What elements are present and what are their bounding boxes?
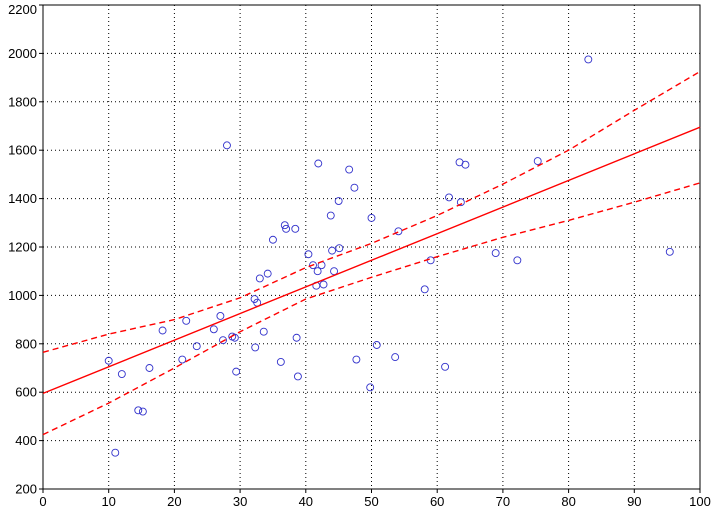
x-tick-label: 40 — [299, 494, 313, 509]
data-point — [209, 325, 218, 334]
data-point — [461, 160, 470, 169]
data-point — [269, 235, 277, 244]
grid — [42, 4, 701, 490]
data-point — [313, 267, 322, 276]
x-tick-label: 50 — [364, 494, 378, 509]
x-tick-label: 10 — [101, 494, 115, 509]
data-point — [178, 355, 187, 364]
data-point — [111, 448, 120, 457]
x-tick-label: 70 — [496, 494, 510, 509]
data-point — [134, 406, 143, 415]
y-tick-label: 800 — [15, 336, 37, 351]
data-point — [319, 280, 328, 289]
data-point — [259, 327, 268, 336]
data-point — [216, 312, 225, 320]
data-point — [282, 224, 291, 233]
plot-area — [42, 55, 701, 457]
data-point — [345, 165, 354, 174]
data-point — [335, 244, 344, 253]
y-tick-label: 1200 — [8, 240, 37, 255]
data-point — [367, 214, 376, 222]
x-tick-label: 30 — [233, 494, 247, 509]
data-point — [366, 383, 375, 392]
data-point — [350, 183, 359, 192]
data-point — [291, 224, 300, 233]
data-point — [441, 362, 450, 371]
x-tick-label: 60 — [430, 494, 444, 509]
x-tick-label: 20 — [167, 494, 181, 509]
data-point — [251, 343, 260, 352]
data-point — [145, 364, 154, 372]
data-point — [309, 261, 317, 270]
y-tick-label: 600 — [15, 385, 37, 400]
data-point — [276, 358, 285, 366]
y-tick-label: 1000 — [8, 288, 37, 303]
confidence-band-line — [42, 182, 701, 436]
data-point — [223, 141, 231, 150]
data-point — [352, 355, 361, 364]
y-tick-label: 1600 — [8, 143, 37, 158]
y-tick-label: 2200 — [8, 2, 37, 17]
data-point — [330, 267, 339, 276]
data-point — [665, 247, 674, 256]
data-point — [280, 221, 289, 230]
x-tick-label: 0 — [39, 494, 46, 509]
data-point — [326, 211, 335, 220]
x-tick-label: 90 — [627, 494, 641, 509]
data-point — [328, 246, 337, 255]
data-point — [182, 316, 191, 325]
data-point — [445, 193, 453, 202]
y-tick-label: 1400 — [8, 191, 37, 206]
data-point — [456, 198, 465, 207]
y-tick-label: 2000 — [8, 46, 37, 61]
data-point — [304, 250, 313, 259]
data-point — [491, 249, 500, 258]
data-point — [230, 333, 239, 342]
x-tick-label: 80 — [561, 494, 575, 509]
x-tick-label: 100 — [689, 494, 711, 509]
regression-line — [42, 126, 701, 395]
data-point — [394, 227, 403, 236]
data-point — [513, 256, 522, 265]
data-point — [391, 353, 400, 362]
data-point — [219, 336, 227, 345]
tick-labels: 0 10 20 30 40 50 60 70 80 90 100 200 400 600 800 1000 12… — [8, 2, 711, 509]
data-point — [158, 326, 167, 335]
y-tick-label: 200 — [15, 482, 37, 497]
data-point — [292, 333, 301, 342]
data-point — [104, 356, 113, 365]
y-tick-label: 1800 — [8, 94, 37, 109]
y-tick-label: 400 — [15, 433, 37, 448]
data-point — [314, 159, 323, 168]
data-point — [255, 274, 264, 283]
data-point — [420, 285, 429, 294]
data-point — [117, 370, 126, 378]
data-point — [533, 157, 542, 166]
data-point — [263, 269, 272, 278]
data-point — [372, 341, 381, 349]
data-point — [293, 372, 302, 381]
confidence-band-line — [42, 70, 701, 353]
data-point — [192, 342, 201, 351]
data-point — [232, 367, 241, 376]
data-point — [138, 407, 147, 416]
data-point — [584, 55, 593, 64]
axis-ticks — [39, 4, 701, 493]
data-point — [334, 197, 343, 205]
